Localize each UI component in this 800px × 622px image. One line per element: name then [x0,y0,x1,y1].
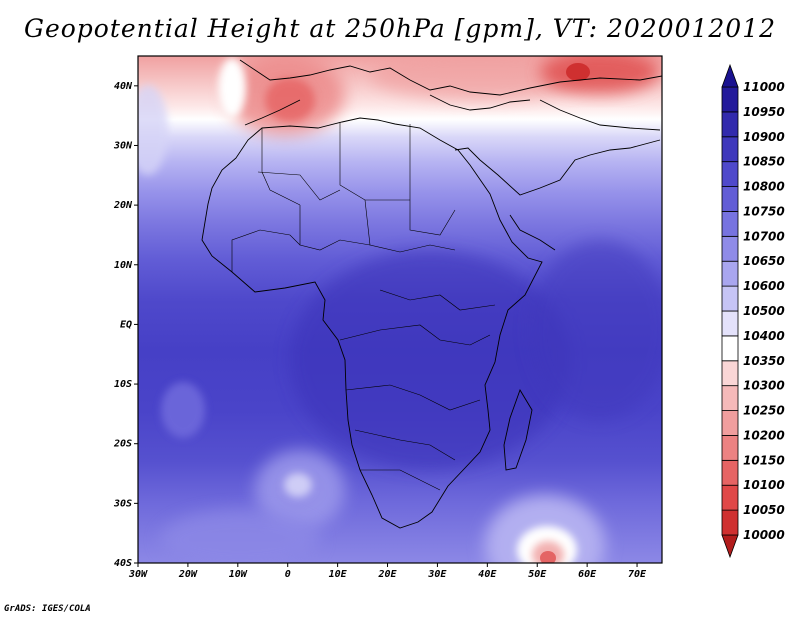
colorbar-level-label: 10050 [743,503,785,517]
colorbar-swatch [721,385,739,411]
colorbar-swatch [721,459,739,486]
borders [231,122,496,491]
colorbar-swatch [721,260,739,287]
lon-tick-label: 40E [478,569,497,580]
colorbar-level-label: 10250 [743,404,785,418]
lat-tick-label: 40S [114,558,132,569]
lon-tick-label: 20W [178,569,198,580]
colorbar-swatch [721,484,739,511]
colorbar-level-label: 10800 [743,180,785,194]
colorbar-swatch [721,111,739,138]
map-title: Geopotential Height at 250hPa [gpm], VT:… [23,14,777,43]
colorbar-level-label: 10400 [743,329,785,343]
colorbar-level-label: 10700 [743,229,785,243]
lon-tick-label: 30E [427,569,447,580]
lat-tick-label: 20S [113,439,132,450]
height-field [138,56,662,563]
colorbar-level-label: 10200 [743,428,785,442]
colorbar-labels: 10000 10050 10100 10150 10200 10250 10300 10350… [743,80,785,542]
colorbar-level-label: 10600 [743,279,785,293]
map-frame [137,55,663,564]
colorbar-level-label: 10300 [743,379,785,393]
colorbar-swatch [721,509,739,536]
lat-tick-label: 10N [114,260,133,271]
lon-tick-label: 70E [628,569,647,580]
lat-tick-label: 30S [113,498,132,509]
lon-tick-label: 10W [229,569,248,580]
colorbar-swatch [721,211,739,237]
lon-tick-label: 0 [285,569,291,580]
colorbar-swatch [721,410,739,436]
lon-tick-label: 20E [377,569,397,580]
colorbar-level-label: 10350 [743,354,785,368]
coastlines [201,59,662,529]
colorbar-swatch [721,136,739,163]
colorbar-level-label: 10000 [743,528,785,542]
colorbar-low-arrow [721,534,739,559]
colorbar-level-label: 10500 [743,304,785,318]
colorbar-level-label: 11000 [743,80,785,94]
colorbar-swatch [721,435,739,461]
colorbar-swatch [721,335,739,362]
lon-tick-label: 50E [528,569,547,580]
colorbar-level-label: 10850 [743,155,785,169]
colorbar-swatch [721,186,739,212]
colorbar-level-label: 10900 [743,130,785,144]
colorbar-swatch [721,86,739,113]
lat-tick-label: 40N [114,81,133,92]
latitude-labels: 40S 30S 20S 10S EQ 10N 20N 30N 40N [113,81,133,569]
colorbar-level-label: 10650 [743,254,785,268]
colorbar-swatch [721,285,739,312]
lat-tick-label: 30N [113,140,133,151]
grads-credit: GrADS: IGES/COLA [4,604,91,614]
lat-tick-label: EQ [120,319,132,330]
colorbar-level-label: 10750 [743,204,785,218]
colorbar-high-arrow [721,63,739,88]
lon-tick-label: 60E [578,569,597,580]
lon-tick-label: 30W [128,569,148,580]
colorbar-level-label: 10100 [743,478,785,492]
colorbar-level-label: 10150 [743,453,785,467]
lon-tick-label: 10E [329,569,348,580]
lat-tick-label: 10S [114,379,132,390]
colorbar-level-label: 10950 [743,105,785,119]
colorbar-swatch [721,235,739,262]
lat-tick-label: 20N [113,200,133,211]
colorbar-swatch [721,161,739,187]
colorbar-swatch [721,310,739,337]
colorbar-swatch [721,360,739,387]
colorbar-legend [721,63,739,559]
longitude-labels: 30W 20W 10W 0 10E 20E 30E 40E 50E 60E 70E [128,569,647,580]
